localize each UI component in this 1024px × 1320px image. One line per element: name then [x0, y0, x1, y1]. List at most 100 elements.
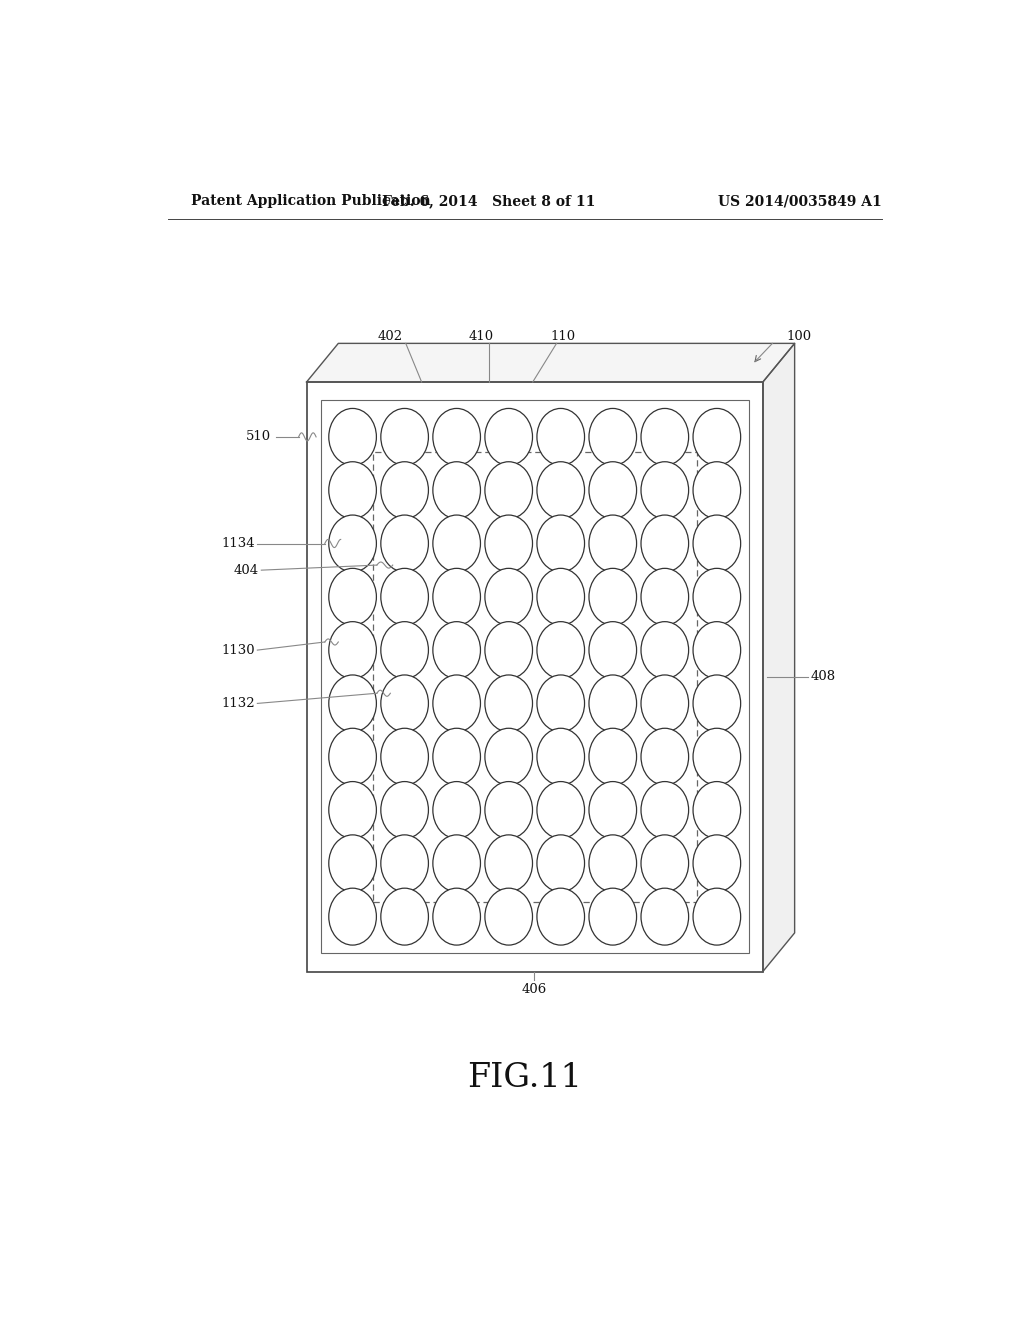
Ellipse shape: [589, 622, 637, 678]
Ellipse shape: [589, 569, 637, 626]
Text: 1130: 1130: [221, 644, 255, 656]
Ellipse shape: [641, 781, 688, 838]
Ellipse shape: [537, 462, 585, 519]
Ellipse shape: [433, 515, 480, 572]
Ellipse shape: [641, 622, 688, 678]
Ellipse shape: [537, 408, 585, 466]
Polygon shape: [306, 343, 795, 381]
Ellipse shape: [589, 834, 637, 892]
Ellipse shape: [485, 462, 532, 519]
Ellipse shape: [485, 781, 532, 838]
Ellipse shape: [433, 569, 480, 626]
Ellipse shape: [693, 569, 740, 626]
Ellipse shape: [381, 675, 428, 731]
Ellipse shape: [693, 729, 740, 785]
Ellipse shape: [485, 408, 532, 466]
Ellipse shape: [485, 834, 532, 892]
Text: 1132: 1132: [221, 697, 255, 710]
Ellipse shape: [485, 515, 532, 572]
Ellipse shape: [433, 781, 480, 838]
Ellipse shape: [641, 675, 688, 731]
Ellipse shape: [589, 515, 637, 572]
Ellipse shape: [537, 569, 585, 626]
Ellipse shape: [641, 569, 688, 626]
Text: 402: 402: [377, 330, 402, 343]
Ellipse shape: [485, 622, 532, 678]
Ellipse shape: [433, 834, 480, 892]
Ellipse shape: [589, 729, 637, 785]
Text: 110: 110: [550, 330, 575, 343]
Ellipse shape: [537, 515, 585, 572]
Bar: [373, 451, 696, 902]
Text: 404: 404: [233, 564, 259, 577]
Ellipse shape: [641, 729, 688, 785]
Ellipse shape: [589, 462, 637, 519]
Ellipse shape: [693, 888, 740, 945]
Ellipse shape: [433, 729, 480, 785]
Ellipse shape: [329, 622, 377, 678]
Ellipse shape: [329, 515, 377, 572]
Ellipse shape: [433, 888, 480, 945]
Ellipse shape: [589, 408, 637, 466]
Ellipse shape: [381, 729, 428, 785]
Ellipse shape: [329, 675, 377, 731]
Ellipse shape: [537, 729, 585, 785]
Text: 510: 510: [246, 430, 270, 444]
Text: Patent Application Publication: Patent Application Publication: [191, 194, 431, 209]
Ellipse shape: [381, 888, 428, 945]
Ellipse shape: [589, 888, 637, 945]
Bar: [306, 381, 763, 972]
Text: 410: 410: [469, 330, 494, 343]
Ellipse shape: [693, 515, 740, 572]
Text: 1134: 1134: [221, 537, 255, 550]
Ellipse shape: [381, 408, 428, 466]
Ellipse shape: [433, 675, 480, 731]
Ellipse shape: [641, 888, 688, 945]
Ellipse shape: [381, 622, 428, 678]
Text: Feb. 6, 2014   Sheet 8 of 11: Feb. 6, 2014 Sheet 8 of 11: [382, 194, 596, 209]
Ellipse shape: [433, 622, 480, 678]
Ellipse shape: [537, 622, 585, 678]
Bar: [321, 400, 749, 953]
Text: 100: 100: [786, 330, 812, 343]
Ellipse shape: [485, 888, 532, 945]
Ellipse shape: [693, 622, 740, 678]
Ellipse shape: [537, 888, 585, 945]
Text: 408: 408: [811, 671, 836, 684]
Ellipse shape: [433, 462, 480, 519]
Ellipse shape: [693, 462, 740, 519]
Polygon shape: [763, 343, 795, 972]
Ellipse shape: [485, 729, 532, 785]
Ellipse shape: [329, 781, 377, 838]
Ellipse shape: [589, 781, 637, 838]
Ellipse shape: [381, 781, 428, 838]
Ellipse shape: [329, 729, 377, 785]
Ellipse shape: [329, 834, 377, 892]
Ellipse shape: [693, 781, 740, 838]
Ellipse shape: [329, 888, 377, 945]
Text: 406: 406: [521, 983, 547, 997]
Ellipse shape: [381, 515, 428, 572]
Ellipse shape: [693, 834, 740, 892]
Ellipse shape: [537, 675, 585, 731]
Ellipse shape: [329, 408, 377, 466]
Ellipse shape: [693, 408, 740, 466]
Ellipse shape: [485, 569, 532, 626]
Ellipse shape: [485, 675, 532, 731]
Ellipse shape: [329, 569, 377, 626]
Ellipse shape: [693, 675, 740, 731]
Ellipse shape: [381, 569, 428, 626]
Ellipse shape: [537, 834, 585, 892]
Ellipse shape: [641, 408, 688, 466]
Ellipse shape: [641, 462, 688, 519]
Text: FIG.11: FIG.11: [467, 1063, 583, 1094]
Ellipse shape: [381, 834, 428, 892]
Ellipse shape: [433, 408, 480, 466]
Ellipse shape: [589, 675, 637, 731]
Ellipse shape: [381, 462, 428, 519]
Ellipse shape: [641, 834, 688, 892]
Ellipse shape: [537, 781, 585, 838]
Text: US 2014/0035849 A1: US 2014/0035849 A1: [718, 194, 882, 209]
Ellipse shape: [641, 515, 688, 572]
Ellipse shape: [329, 462, 377, 519]
